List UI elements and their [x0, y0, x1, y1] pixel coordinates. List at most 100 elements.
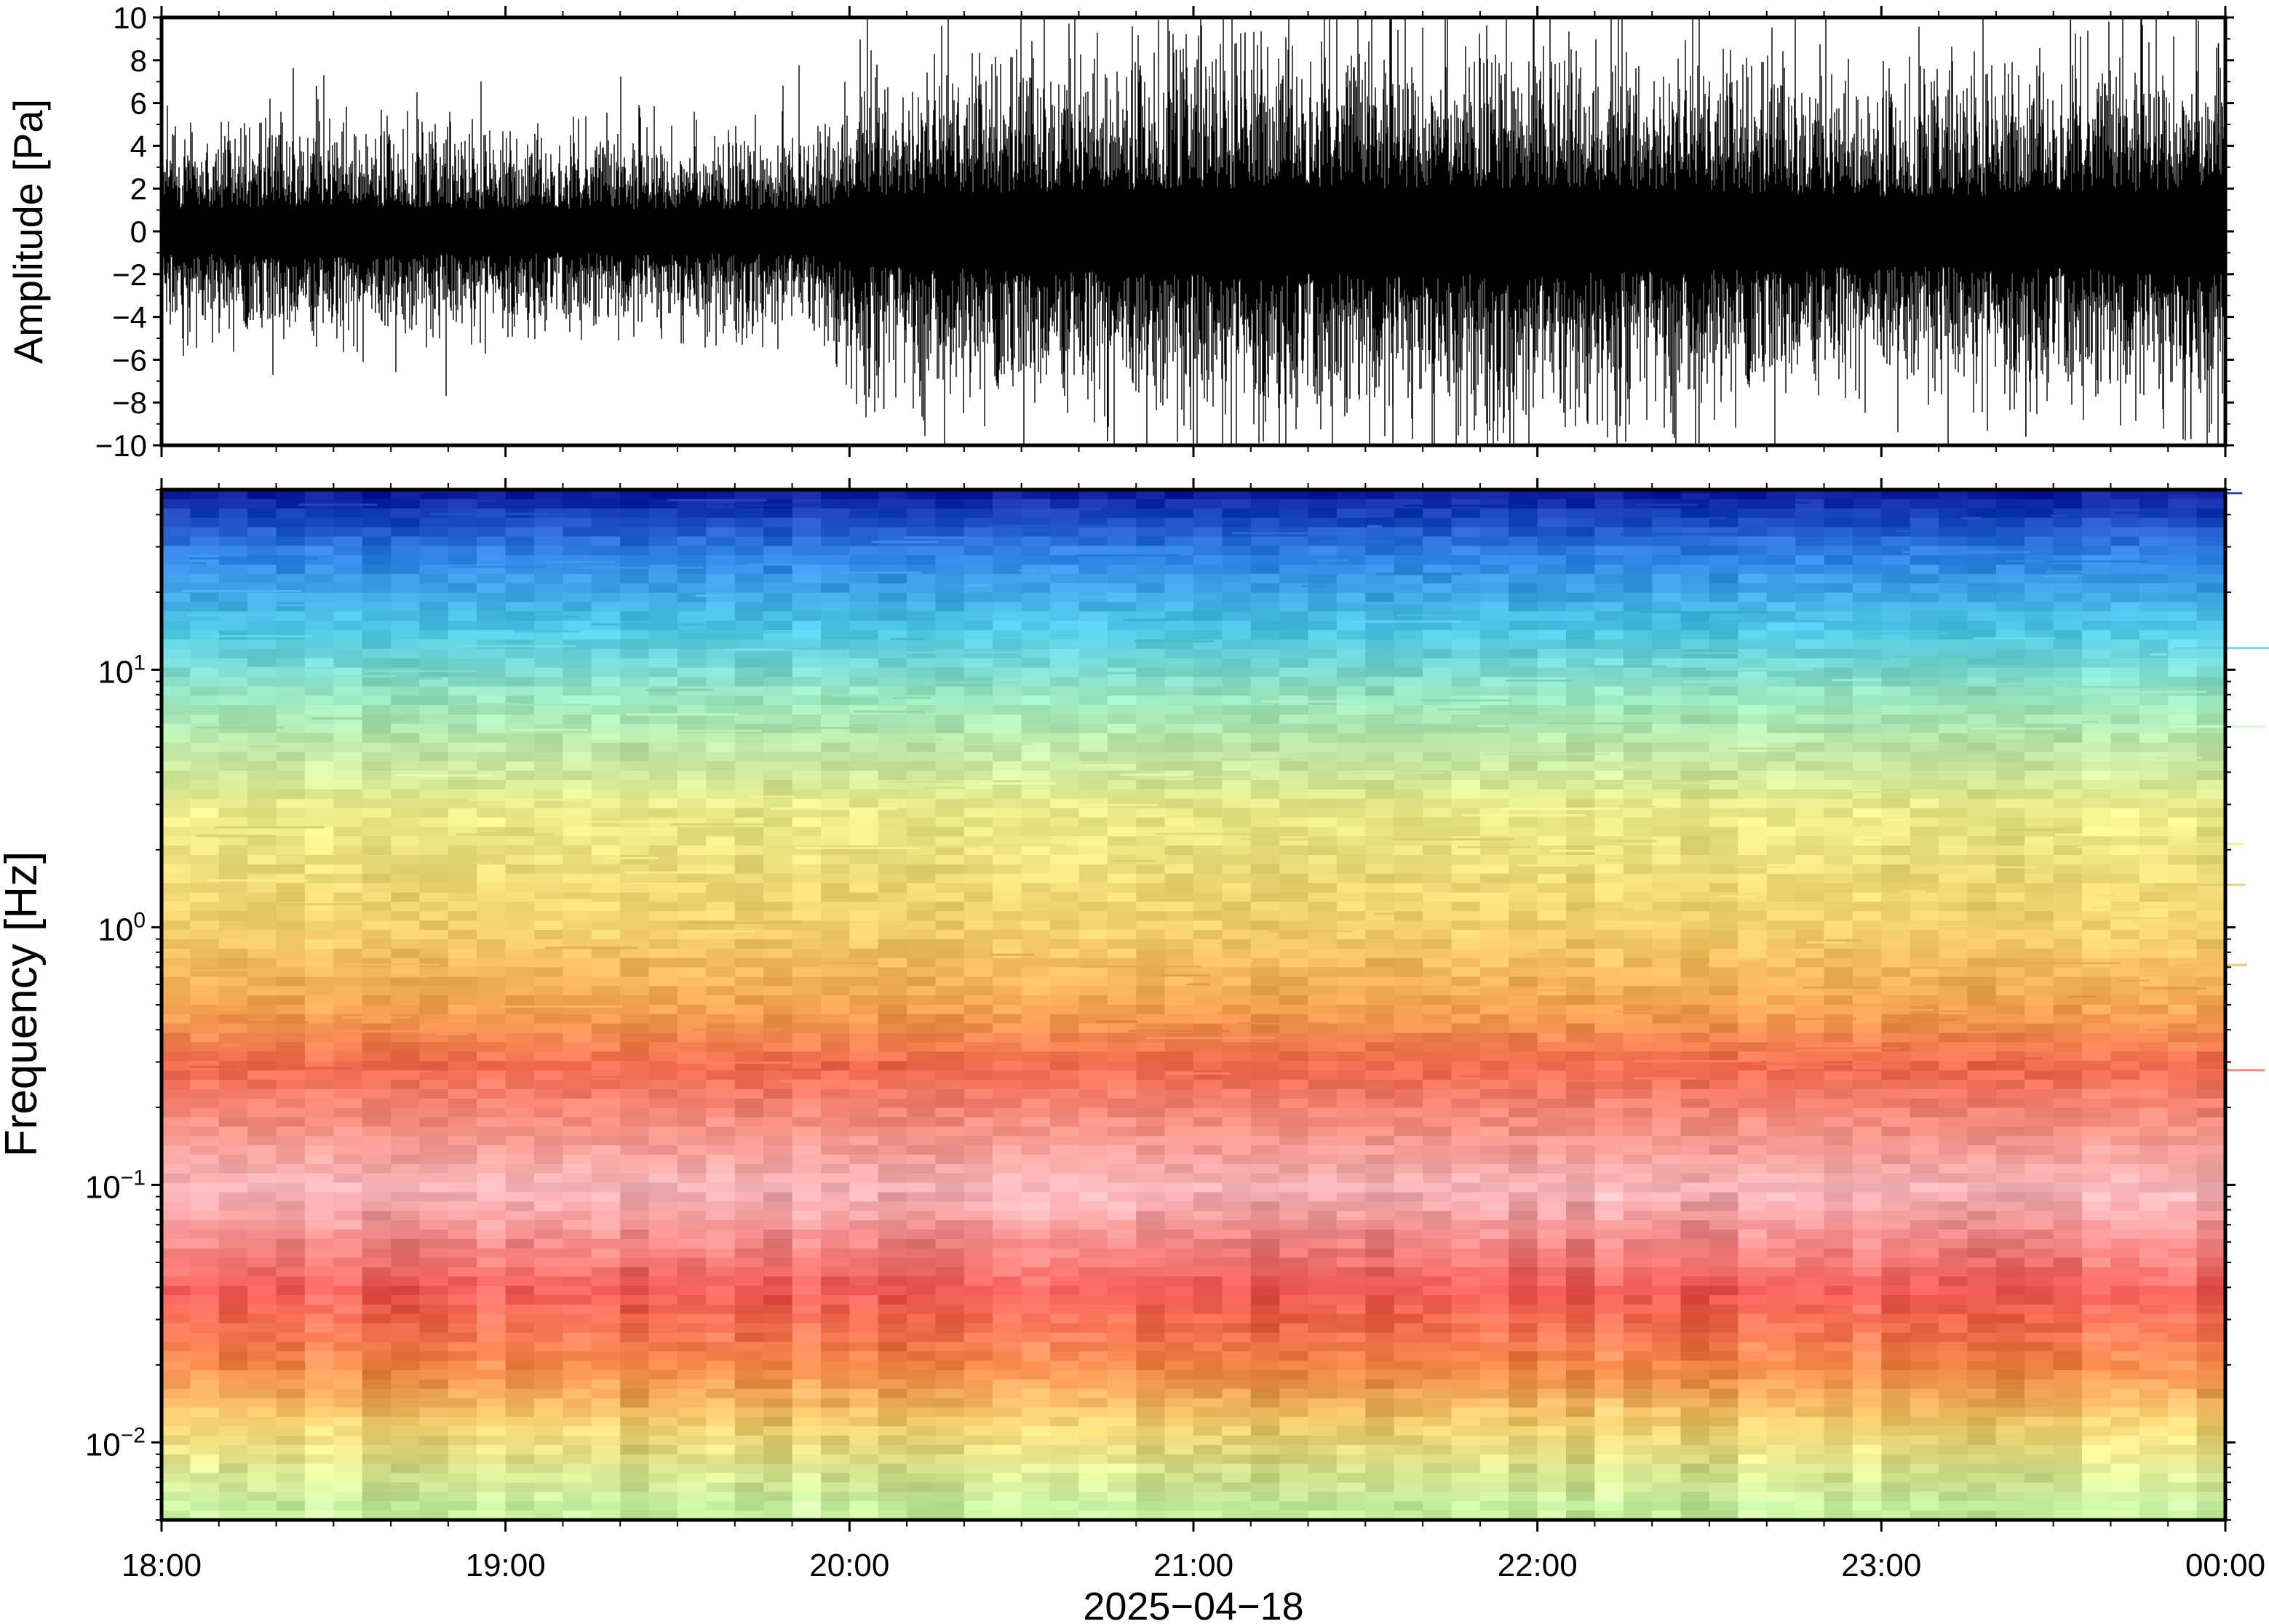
spectrogram-cell — [878, 1295, 907, 1305]
spectrogram-cell — [534, 630, 564, 640]
spectrogram-cell — [591, 1173, 621, 1184]
spectrogram-cell — [935, 1445, 965, 1455]
spectrogram-cell — [162, 705, 191, 715]
spectrogram-cell — [304, 958, 335, 968]
spectrogram-cell — [1365, 1473, 1395, 1484]
spectrogram-cell — [878, 798, 907, 809]
spectrogram-cell — [993, 686, 1022, 696]
spectrogram-cell — [333, 1014, 363, 1024]
spectrogram-cell — [1193, 995, 1223, 1006]
spectrogram-cell — [792, 1501, 822, 1511]
spectrogram-cell — [763, 986, 793, 996]
spectrogram-cell — [505, 705, 535, 715]
spectrogram-cell — [477, 1154, 506, 1165]
spectrogram-cell — [1050, 1145, 1080, 1155]
spectrogram-cell — [1050, 1220, 1080, 1230]
spectrogram-cell — [1164, 630, 1194, 640]
spectrogram-cell — [1451, 827, 1481, 837]
spectrogram-cell — [247, 808, 277, 819]
spectrogram-cell — [1336, 827, 1367, 837]
spectrogram-cell — [1423, 1154, 1453, 1165]
spectrogram-cell — [1021, 901, 1051, 912]
spectrogram-cell — [763, 1510, 793, 1521]
spectrogram-cell — [1222, 986, 1252, 996]
spectrogram-cell — [763, 752, 793, 763]
spectrogram-cell — [218, 1014, 248, 1024]
spectrogram-cell — [706, 1482, 736, 1493]
spectrogram-cell — [247, 621, 277, 631]
spectrogram-cell — [218, 1501, 248, 1511]
spectrogram-cell — [820, 1107, 851, 1118]
spectrogram-cell — [1021, 1248, 1051, 1259]
spectrogram-cell — [1078, 1332, 1108, 1343]
spectrogram-cell — [1394, 658, 1423, 669]
spectrogram-cell — [763, 836, 793, 846]
spectrogram-cell — [333, 1079, 363, 1090]
spectrogram-cell — [763, 555, 793, 565]
spectrogram-panel — [162, 490, 2269, 1521]
spectrogram-cell — [1078, 527, 1108, 538]
spectrogram-cell — [963, 1304, 994, 1315]
spectrogram-cell — [907, 1388, 937, 1399]
spectrogram-cell — [304, 967, 335, 978]
spectrogram-cell — [763, 527, 793, 538]
spectrogram-cell — [505, 1238, 535, 1249]
spectrogram-cell — [677, 1407, 707, 1418]
spectrogram-cell — [706, 1370, 736, 1380]
spectrogram-cell — [391, 1313, 421, 1324]
spectrogram-cell — [1078, 967, 1108, 978]
spectrogram-cell — [1279, 1051, 1309, 1062]
spectrogram-cell — [362, 1070, 392, 1080]
spectrogram-cell — [276, 1313, 306, 1324]
spectrogram-cell — [1136, 1257, 1166, 1268]
spectrogram-cell — [1193, 1211, 1223, 1221]
spectrogram-cell — [218, 536, 248, 547]
spectrogram-cell — [477, 1454, 506, 1465]
spectrogram-cell — [1279, 827, 1309, 837]
spectrogram-cell — [190, 958, 220, 968]
spectrogram-cell — [1423, 1351, 1453, 1361]
spectrogram-cell — [820, 1323, 851, 1334]
spectrogram-cell — [648, 1238, 678, 1249]
spectrogram-cell — [1136, 1005, 1166, 1015]
spectrogram-cell — [706, 546, 736, 556]
spectrogram-cell — [419, 1005, 449, 1015]
spectrogram-cell — [1164, 1370, 1194, 1380]
spectrogram-cell — [1336, 1192, 1367, 1203]
spectrogram-cell — [1250, 1238, 1280, 1249]
spectrogram-cell — [677, 1473, 707, 1484]
spectrogram-cell — [1423, 583, 1453, 594]
spectrogram-cell — [792, 1136, 822, 1146]
spectrogram-cell — [448, 752, 478, 763]
spectrogram-cell — [448, 1361, 478, 1371]
spectrogram-cell — [1365, 1426, 1395, 1436]
spectrogram-cell — [1279, 892, 1309, 903]
spectrogram-cell — [1279, 1211, 1309, 1221]
spectrogram-cell — [419, 1154, 449, 1165]
spectrogram-cell — [734, 639, 764, 650]
spectrogram-cell — [763, 930, 793, 940]
spectrogram-cell — [1394, 517, 1423, 528]
spectrogram-cell — [993, 1304, 1022, 1315]
spectrogram-cell — [907, 1323, 937, 1334]
spectrogram-cell — [763, 1417, 793, 1428]
spectrogram-cell — [534, 1370, 564, 1380]
spectrogram-cell — [1308, 1192, 1338, 1203]
spectrogram-cell — [218, 864, 248, 875]
spectrogram-cell — [1164, 883, 1194, 893]
spectrogram-cell — [1164, 621, 1194, 631]
spectrogram-cell — [362, 1286, 392, 1296]
spectrogram-cell — [878, 873, 907, 884]
spectrogram-cell — [1423, 864, 1453, 875]
spectrogram-cell — [677, 1088, 707, 1099]
spectrogram-cell — [763, 1436, 793, 1446]
spectrogram-cell — [563, 527, 592, 538]
spectrogram-cell — [276, 864, 306, 875]
spectrogram-cell — [534, 1342, 564, 1353]
spectrogram-cell — [1021, 1163, 1051, 1174]
spectrogram-cell — [1222, 901, 1252, 912]
spectrogram-cell — [362, 564, 392, 575]
spectrogram-cell — [505, 771, 535, 781]
spectrogram-cell — [419, 930, 449, 940]
spectrogram-cell — [477, 592, 506, 603]
